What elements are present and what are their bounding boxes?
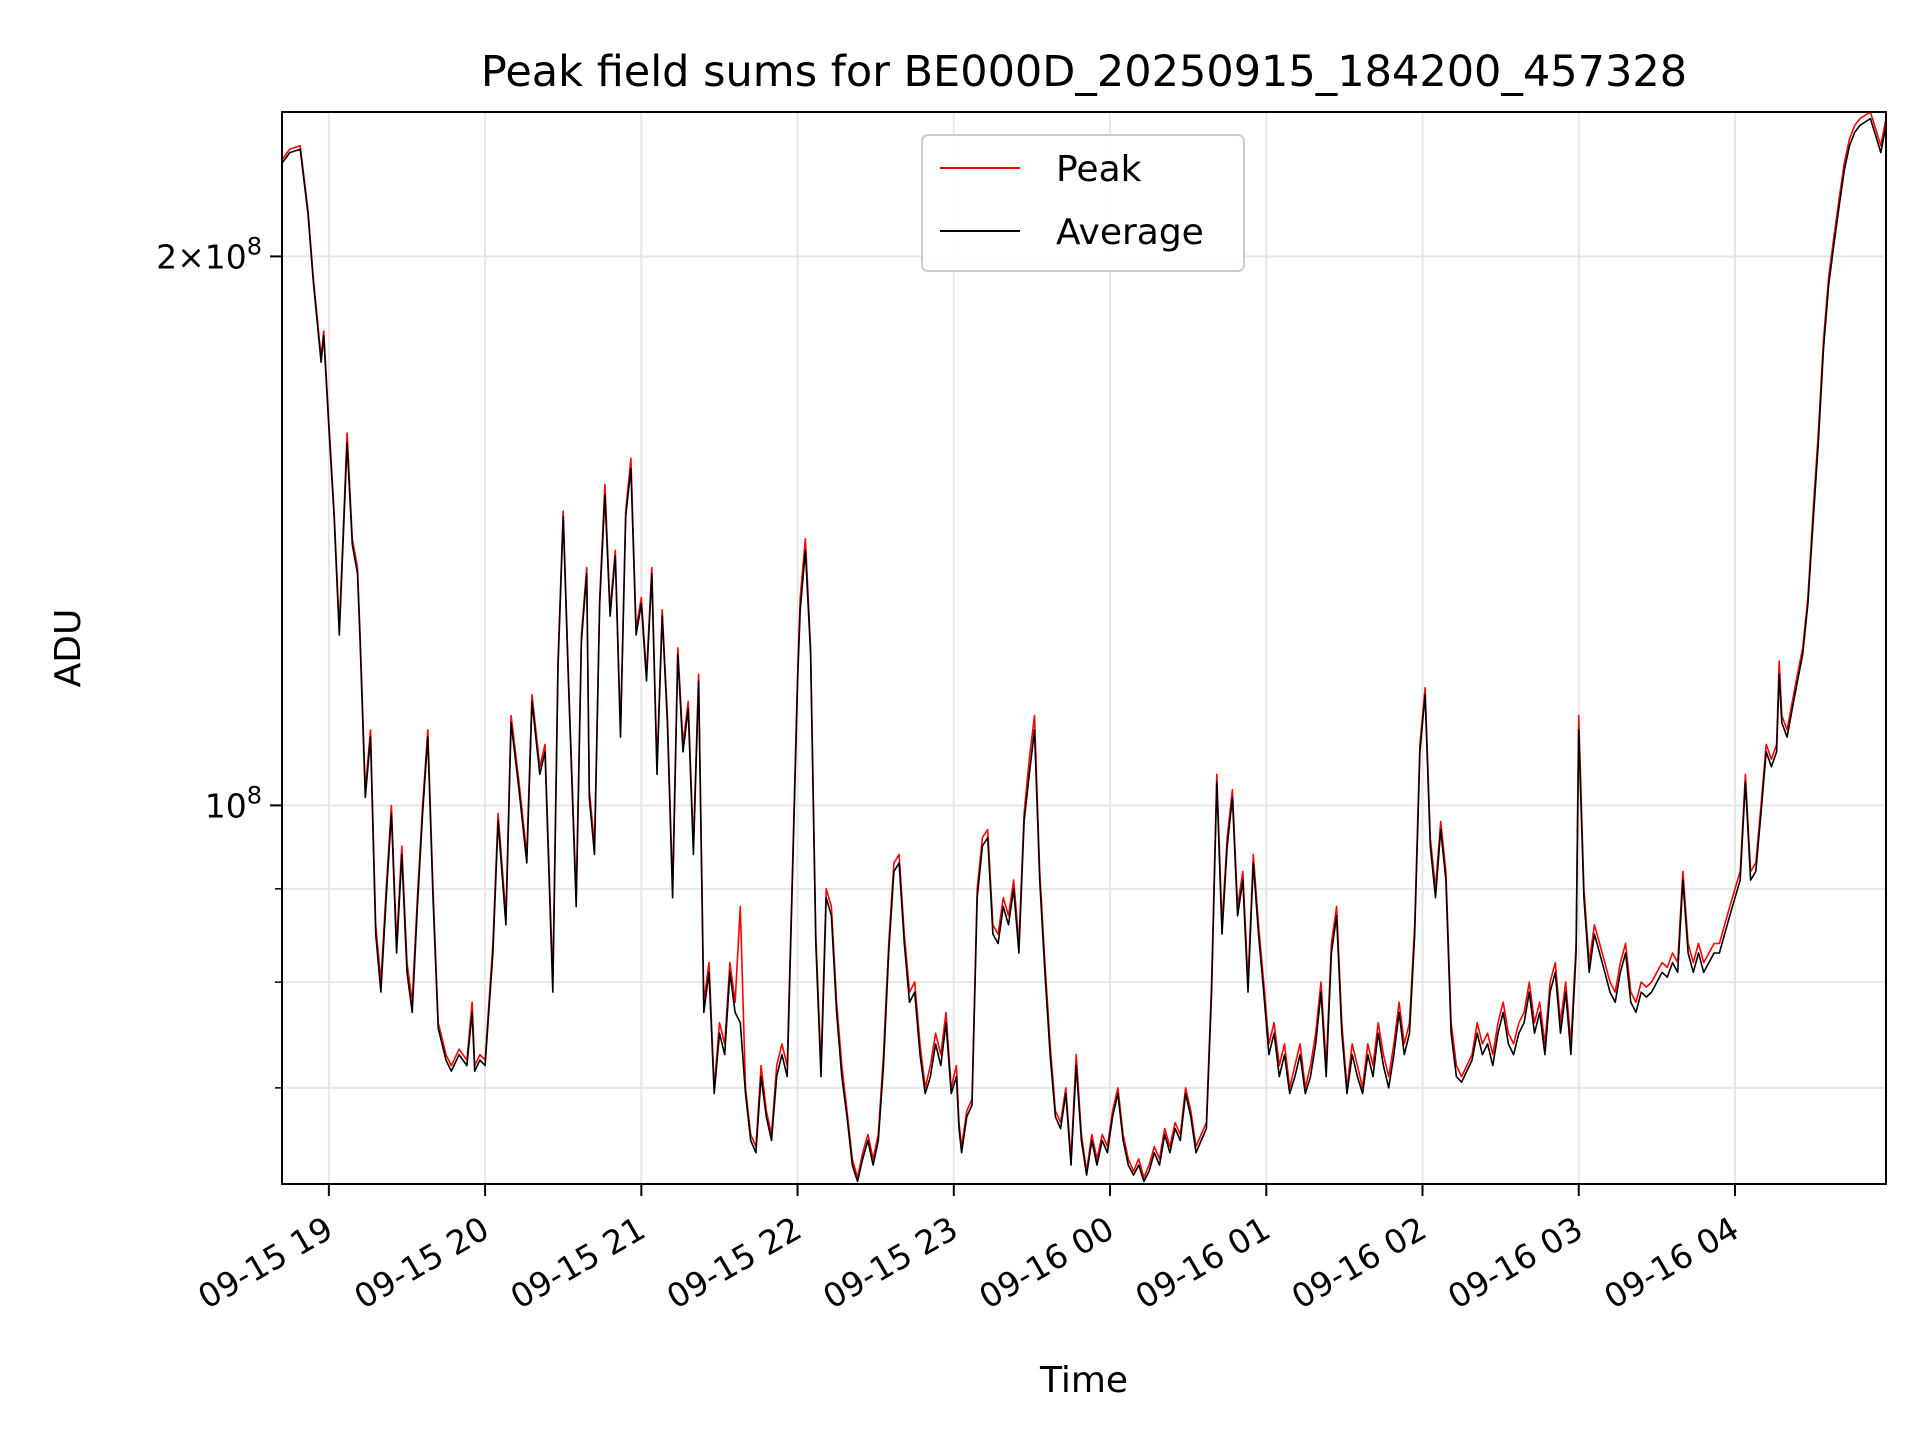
chart-title: Peak field sums for BE000D_20250915_1842… xyxy=(481,47,1687,97)
x-axis-title: Time xyxy=(1039,1360,1128,1401)
y-tick-label: 2×108 xyxy=(156,232,262,276)
series-average-line xyxy=(281,117,1887,1183)
plot-frame xyxy=(281,111,1887,1185)
series-layer xyxy=(281,111,1887,1183)
y-axis-title: ADU xyxy=(48,609,89,688)
legend: Peak Average xyxy=(921,134,1245,272)
plot-background xyxy=(282,112,1886,1184)
y-tick-label: 108 xyxy=(205,781,262,825)
legend-peak-label: Peak xyxy=(1056,149,1142,190)
legend-average-label: Average xyxy=(1056,212,1204,253)
plot-area xyxy=(281,111,1887,1185)
y-axis: 108 2×108 xyxy=(156,232,282,1089)
